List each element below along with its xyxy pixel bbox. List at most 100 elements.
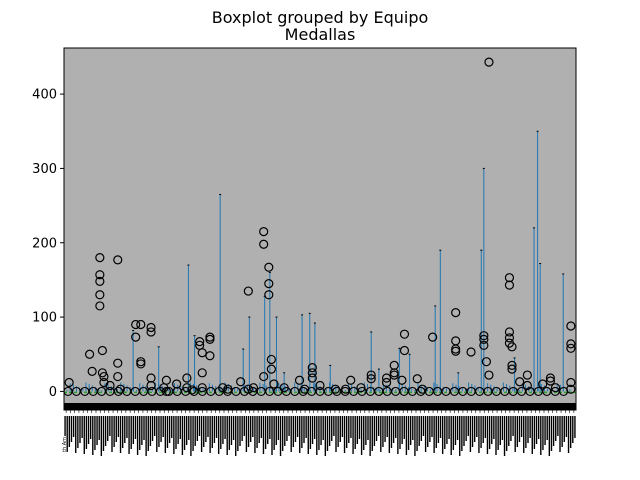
outlier-point [307,373,317,383]
outlier-point [538,379,548,389]
outlier-point [197,383,207,393]
outlier-point [97,345,108,356]
outlier-point [451,308,461,318]
outlier-point [507,360,517,371]
outlier-point [113,358,123,368]
outlier-point [397,375,407,385]
outlier-point [115,384,125,394]
y-tick-label: 200 [32,236,57,251]
outlier-point [366,370,376,380]
outlier-point [504,327,515,337]
outlier-point [259,371,269,382]
outlier-point [381,377,392,388]
chart-suptitle: Boxplot grouped by Equipo [212,8,429,27]
outlier-point [187,385,197,395]
outlier-point [507,364,517,374]
outlier-point [131,319,141,330]
plot-frame [63,47,577,411]
outlier-point [479,334,489,344]
outlier-point [545,376,556,386]
outlier-layer [63,57,576,397]
y-axis: 0 100 200 300 400 [32,88,64,400]
outlier-point [95,290,105,300]
outlier-point [205,334,215,344]
outlier-point [484,57,494,67]
outlier-point [481,357,491,367]
chart-title: Medallas [285,25,356,44]
outlier-point [161,386,171,397]
outlier-point [264,290,274,300]
outlier-point [243,286,253,296]
outlier-point [412,374,422,384]
outlier-point [99,371,109,382]
outlier-point [484,370,494,380]
outlier-point [113,255,123,265]
outlier-point [466,347,476,357]
outlier-point [389,370,399,380]
outlier-point [264,279,274,289]
outlier-point [346,375,356,385]
outlier-point [236,377,246,387]
outlier-point [522,380,532,391]
outlier-point [182,373,192,383]
outlier-point [381,373,392,383]
outlier-point [428,332,438,342]
y-tick-label: 100 [32,311,57,326]
y-tick-label: 400 [32,88,57,103]
outlier-point [259,227,269,237]
outlier-point [197,348,207,358]
outlier-point [566,377,576,388]
outlier-point [558,386,569,397]
outlier-point [479,331,489,341]
outlier-point [307,368,317,378]
outlier-point [545,373,556,383]
outlier-point [146,322,156,333]
outlier-point [146,380,156,391]
outlier-point [399,345,410,356]
outlier-point [195,337,205,347]
outlier-point [315,380,325,391]
outlier-point [566,339,576,349]
outlier-point [417,384,427,394]
y-tick-label: 0 [49,385,57,400]
outlier-point [366,374,376,384]
outlier-point [105,380,115,391]
outlier-point [264,262,274,272]
outlier-point [95,270,105,280]
y-tick-label: 300 [32,162,57,177]
outlier-point [182,383,192,393]
outlier-point [266,354,276,365]
outlier-point [515,377,525,387]
outlier-point [566,343,576,353]
outlier-point [294,375,305,385]
outlier-point [136,319,146,330]
outlier-point [248,383,259,393]
outlier-point [479,340,489,350]
outlier-point [95,276,105,287]
outlier-point [197,368,207,378]
outlier-point [131,332,141,342]
outlier-point [161,375,171,385]
outlier-point [399,329,410,339]
outlier-point [84,349,95,359]
outlier-point [259,239,269,249]
outlier-point [566,321,576,331]
outlier-point [522,370,532,380]
outlier-point [64,377,74,388]
outlier-point [205,351,215,361]
outlier-point [95,253,105,263]
x-axis [64,410,576,456]
outlier-point [550,383,561,393]
outlier-point [113,371,123,382]
outlier-point [504,280,515,290]
outlier-point [95,301,105,311]
outlier-point [136,359,146,369]
outlier-point [307,363,317,373]
outlier-point [146,327,156,337]
outlier-point [451,346,461,356]
outlier-point [87,366,97,376]
outlier-point [504,333,515,343]
x-label-band [64,403,576,410]
plot-area [64,48,576,410]
